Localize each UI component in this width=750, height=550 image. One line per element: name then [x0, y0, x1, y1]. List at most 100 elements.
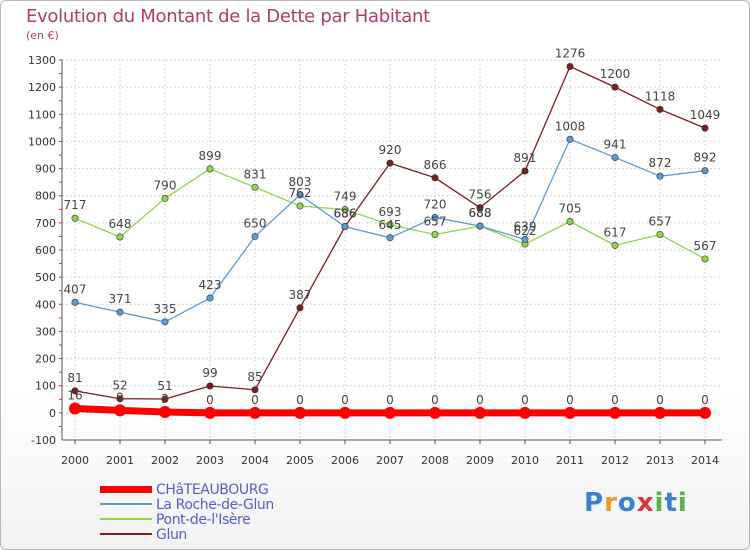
x-tick-label: 2011: [556, 454, 584, 467]
data-label: 0: [521, 393, 529, 407]
data-point: [159, 406, 171, 419]
data-point: [161, 194, 169, 202]
data-point: [386, 221, 394, 229]
data-label: 686: [334, 207, 357, 221]
data-label: 686: [334, 207, 357, 221]
data-point: [701, 167, 709, 175]
data-label: 717: [64, 198, 87, 212]
data-label: 639: [514, 219, 537, 233]
logo-letter: t: [664, 488, 678, 518]
data-label: 99: [202, 366, 217, 380]
data-point: [656, 231, 664, 239]
data-label: 762: [289, 186, 312, 200]
data-point: [521, 167, 529, 175]
x-tick-label: 2012: [601, 454, 629, 467]
data-label: 85: [247, 370, 262, 384]
y-tick-label: 200: [35, 353, 56, 366]
data-point: [654, 406, 666, 419]
data-point: [701, 255, 709, 263]
data-label: 1118: [645, 89, 676, 103]
data-point: [294, 406, 306, 419]
data-label: 0: [611, 393, 619, 407]
x-tick-label: 2003: [196, 454, 224, 467]
x-tick-label: 2007: [376, 454, 404, 467]
data-label: 0: [701, 393, 709, 407]
data-label: 756: [469, 188, 492, 202]
data-label: 831: [244, 167, 267, 181]
legend-label: CHâTEAUBOURG: [156, 482, 269, 498]
data-point: [116, 308, 124, 316]
data-label: 0: [251, 393, 259, 407]
y-tick-label: -100: [31, 434, 56, 447]
data-point: [116, 233, 124, 241]
data-point: [251, 183, 259, 191]
data-label: 941: [604, 137, 627, 151]
y-tick-label: 1000: [28, 135, 56, 148]
data-label: 0: [431, 393, 439, 407]
data-point: [611, 153, 619, 161]
data-point: [249, 406, 261, 419]
y-tick-label: 1300: [28, 54, 56, 67]
data-label: 657: [424, 215, 447, 229]
x-tick-label: 2002: [151, 454, 179, 467]
y-tick-label: 800: [35, 190, 56, 203]
y-tick-label: 900: [35, 163, 56, 176]
data-point: [339, 406, 351, 419]
data-label: 657: [649, 215, 672, 229]
y-tick-label: 100: [35, 380, 56, 393]
data-point: [609, 406, 621, 419]
legend-swatch: [100, 533, 152, 535]
data-label: 790: [154, 178, 177, 192]
legend-swatch: [100, 503, 152, 505]
data-label: 0: [206, 393, 214, 407]
data-point: [296, 304, 304, 312]
data-point: [564, 406, 576, 419]
data-label: 0: [566, 393, 574, 407]
data-point: [296, 191, 304, 199]
data-point: [611, 83, 619, 91]
data-label: 9: [116, 390, 124, 404]
data-point: [701, 124, 709, 132]
data-point: [206, 382, 214, 390]
data-label: 688: [469, 206, 492, 220]
logo-letter: P: [584, 488, 605, 518]
data-point: [476, 222, 484, 230]
data-label: 3: [161, 392, 169, 406]
data-label: 52: [112, 379, 127, 393]
data-point: [566, 63, 574, 71]
unit-label: (en €): [26, 29, 59, 42]
x-tick-label: 2001: [106, 454, 134, 467]
data-point: [521, 235, 529, 243]
logo-letter: i: [654, 488, 665, 518]
data-point: [384, 406, 396, 419]
data-point: [386, 234, 394, 242]
data-label: 688: [469, 206, 492, 220]
data-label: 423: [199, 278, 222, 292]
legend-label: La Roche-de-Glun: [156, 497, 274, 513]
chart-title: Evolution du Montant de la Dette par Hab…: [26, 6, 430, 27]
data-point: [656, 172, 664, 180]
data-point: [71, 298, 79, 306]
x-tick-label: 2013: [646, 454, 674, 467]
data-label: 51: [157, 379, 172, 393]
data-label: 648: [109, 217, 132, 231]
data-label: 567: [694, 239, 717, 253]
data-label: 650: [244, 216, 267, 230]
y-tick-label: 600: [35, 244, 56, 257]
legend-label: Glun: [156, 527, 187, 543]
data-label: 0: [341, 393, 349, 407]
data-point: [251, 232, 259, 240]
data-label: 749: [334, 190, 357, 204]
y-tick-label: 0: [49, 407, 56, 420]
y-tick-label: 700: [35, 217, 56, 230]
data-point: [566, 218, 574, 226]
data-label: 1008: [555, 119, 586, 133]
data-point: [429, 406, 441, 419]
data-point: [386, 159, 394, 167]
data-point: [656, 105, 664, 113]
data-point: [474, 406, 486, 419]
data-point: [161, 318, 169, 326]
data-label: 872: [649, 156, 672, 170]
legend-label: Pont-de-l'Isère: [156, 512, 251, 528]
